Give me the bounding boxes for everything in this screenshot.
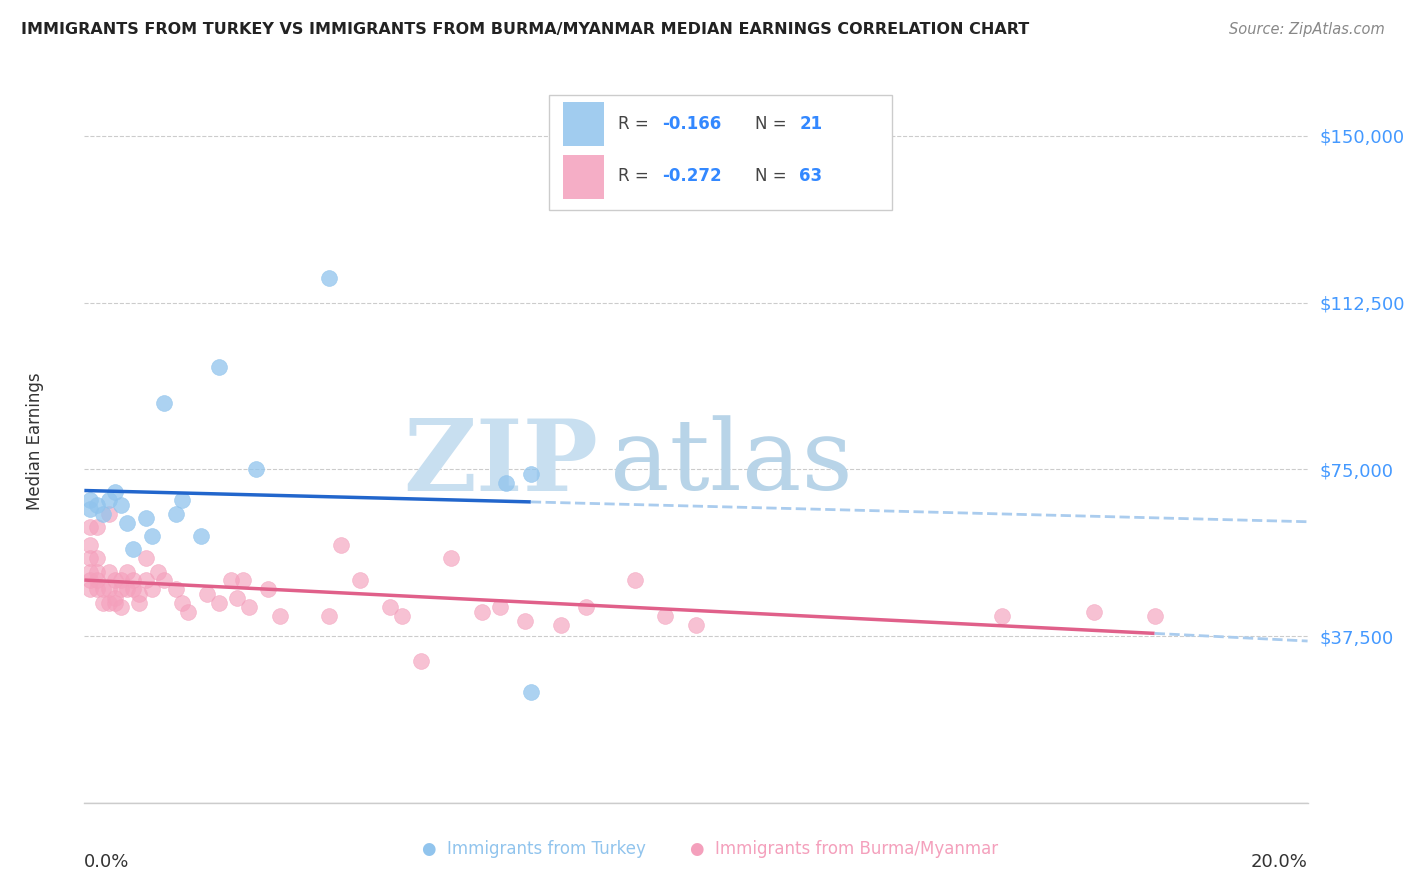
Point [1083, 605, 1105, 619]
Point [97, 507, 120, 521]
Point [520, 467, 543, 481]
Point [489, 600, 512, 615]
Text: atlas: atlas [610, 416, 853, 511]
Point [991, 609, 1014, 624]
Point [153, 395, 176, 409]
Point [391, 609, 413, 624]
Point [172, 596, 194, 610]
Point [91, 507, 114, 521]
Point [208, 360, 231, 375]
Point [97, 596, 120, 610]
Point [115, 516, 138, 530]
Point [380, 600, 402, 615]
Text: ZIP: ZIP [404, 415, 598, 512]
Point [190, 529, 212, 543]
Point [110, 498, 132, 512]
Point [128, 587, 150, 601]
Text: IMMIGRANTS FROM TURKEY VS IMMIGRANTS FROM BURMA/MYANMAR MEDIAN EARNINGS CORRELAT: IMMIGRANTS FROM TURKEY VS IMMIGRANTS FRO… [21, 22, 1029, 37]
Point [122, 542, 145, 557]
Point [135, 551, 157, 566]
Point [79, 538, 101, 552]
Point [110, 574, 132, 588]
Text: Median Earnings: Median Earnings [27, 373, 45, 510]
Point [110, 600, 132, 615]
Point [575, 600, 598, 615]
Point [104, 596, 127, 610]
Point [128, 596, 150, 610]
Point [495, 475, 517, 490]
Point [86, 574, 108, 588]
Point [226, 591, 249, 606]
Point [79, 574, 101, 588]
Point [122, 582, 145, 597]
Point [195, 587, 218, 601]
Point [86, 498, 108, 512]
Point [91, 596, 114, 610]
Point [135, 511, 157, 525]
Text: 0.0%: 0.0% [84, 854, 129, 871]
Point [318, 609, 340, 624]
Point [172, 493, 194, 508]
Point [86, 551, 108, 566]
Point [79, 582, 101, 597]
Point [165, 582, 187, 597]
Text: Source: ZipAtlas.com: Source: ZipAtlas.com [1229, 22, 1385, 37]
Point [257, 582, 280, 597]
Point [86, 582, 108, 597]
Point [269, 609, 291, 624]
Point [624, 574, 647, 588]
Point [97, 582, 120, 597]
Point [520, 684, 543, 698]
Point [79, 502, 101, 516]
Point [550, 618, 572, 632]
Point [141, 582, 163, 597]
Point [97, 493, 120, 508]
Text: 20.0%: 20.0% [1251, 854, 1308, 871]
Point [232, 574, 254, 588]
Point [330, 538, 353, 552]
Point [685, 618, 707, 632]
Point [177, 605, 200, 619]
Point [409, 653, 432, 667]
Point [104, 484, 127, 499]
Point [79, 551, 101, 566]
Point [245, 462, 267, 476]
Point [1143, 609, 1166, 624]
Point [165, 507, 187, 521]
Point [115, 582, 138, 597]
Point [219, 574, 242, 588]
Point [440, 551, 463, 566]
Text: ●  Immigrants from Burma/Myanmar: ● Immigrants from Burma/Myanmar [689, 840, 998, 858]
Point [141, 529, 163, 543]
Point [318, 271, 340, 285]
Point [513, 614, 536, 628]
Point [146, 565, 169, 579]
Point [208, 596, 231, 610]
Point [104, 591, 127, 606]
Point [110, 582, 132, 597]
Point [79, 493, 101, 508]
Point [238, 600, 260, 615]
Point [86, 520, 108, 534]
Point [79, 520, 101, 534]
Point [654, 609, 676, 624]
Text: ●  Immigrants from Turkey: ● Immigrants from Turkey [422, 840, 647, 858]
Point [471, 605, 494, 619]
Point [153, 574, 176, 588]
Point [97, 565, 120, 579]
Point [79, 565, 101, 579]
Point [86, 565, 108, 579]
Point [349, 574, 371, 588]
Point [104, 574, 127, 588]
Point [122, 574, 145, 588]
Point [115, 565, 138, 579]
Point [135, 574, 157, 588]
Point [91, 582, 114, 597]
